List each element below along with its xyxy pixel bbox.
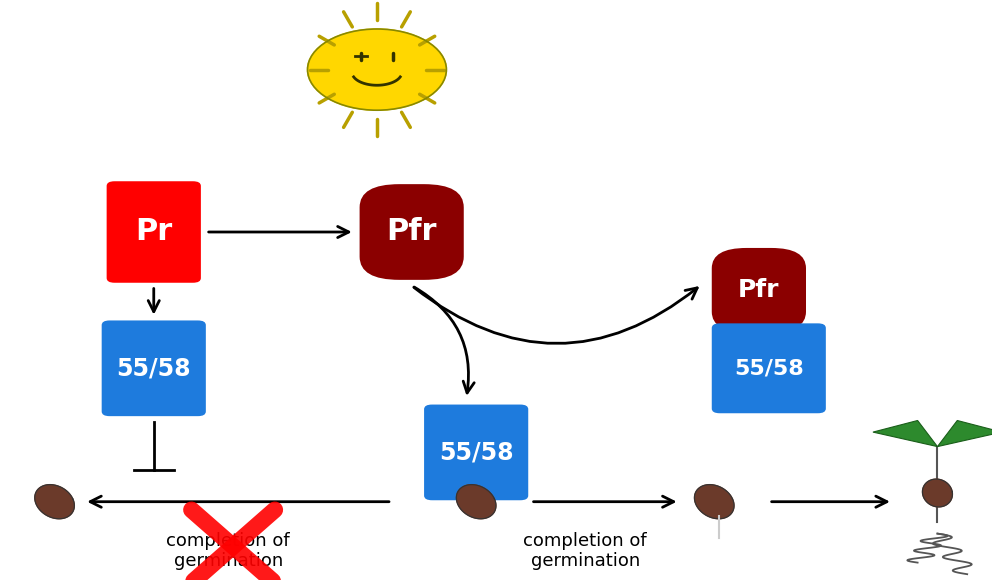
Polygon shape <box>456 485 496 519</box>
Text: Pfr: Pfr <box>387 218 436 246</box>
FancyBboxPatch shape <box>102 320 206 416</box>
Text: Pfr: Pfr <box>738 278 780 302</box>
FancyBboxPatch shape <box>711 324 825 413</box>
Text: Pr: Pr <box>135 218 173 246</box>
FancyBboxPatch shape <box>107 181 200 283</box>
Polygon shape <box>937 420 992 447</box>
FancyBboxPatch shape <box>711 248 806 332</box>
Polygon shape <box>35 485 74 519</box>
Text: 55/58: 55/58 <box>438 440 514 465</box>
Polygon shape <box>694 485 734 519</box>
Text: 55/58: 55/58 <box>116 356 191 380</box>
Circle shape <box>308 29 446 110</box>
Polygon shape <box>923 479 952 507</box>
FancyBboxPatch shape <box>359 184 463 280</box>
Text: completion of
germination: completion of germination <box>524 532 647 570</box>
Text: 55/58: 55/58 <box>734 358 804 378</box>
FancyBboxPatch shape <box>425 405 528 500</box>
Text: completion of
germination: completion of germination <box>167 532 290 570</box>
Polygon shape <box>873 420 937 447</box>
